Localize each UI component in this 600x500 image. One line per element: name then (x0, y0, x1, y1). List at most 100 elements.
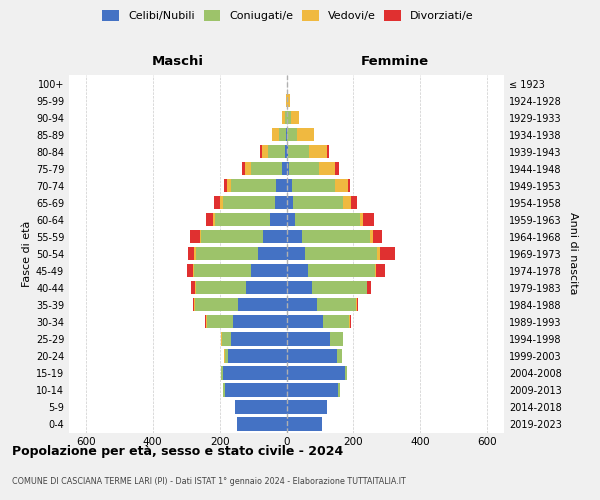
Bar (335, 162, 339, 175)
Bar (258, 247, 287, 260)
Bar (247, 281, 287, 294)
Bar (223, 366, 287, 380)
Bar (287, 111, 290, 124)
Bar (287, 213, 295, 226)
Bar (263, 230, 287, 243)
Bar (285, 145, 287, 158)
Bar (349, 315, 350, 328)
Bar (193, 298, 194, 312)
Bar (373, 230, 382, 243)
Y-axis label: Anni di nascita: Anni di nascita (568, 212, 578, 295)
Bar (233, 315, 287, 328)
Bar (260, 145, 262, 158)
Bar (228, 350, 287, 362)
Bar (287, 281, 311, 294)
Bar (286, 128, 287, 141)
Bar (335, 179, 348, 192)
Bar (194, 247, 196, 260)
Bar (305, 247, 377, 260)
Bar (275, 196, 287, 209)
Bar (268, 145, 285, 158)
Bar (223, 384, 224, 396)
Bar (356, 298, 357, 312)
Bar (287, 230, 302, 243)
Bar (222, 332, 231, 345)
Bar (360, 213, 364, 226)
Bar (227, 179, 231, 192)
Bar (220, 196, 223, 209)
Bar (364, 213, 373, 226)
Bar (187, 264, 193, 278)
Bar (194, 298, 195, 312)
Bar (287, 162, 289, 175)
Text: Popolazione per età, sesso e stato civile - 2024: Popolazione per età, sesso e stato civil… (12, 445, 343, 458)
Bar (191, 281, 196, 294)
Bar (380, 247, 395, 260)
Bar (224, 384, 287, 396)
Y-axis label: Fasce di età: Fasce di età (22, 220, 32, 287)
Bar (330, 332, 343, 345)
Bar (287, 332, 330, 345)
Bar (215, 213, 270, 226)
Bar (337, 350, 342, 362)
Bar (293, 196, 343, 209)
Bar (343, 196, 351, 209)
Bar (287, 298, 317, 312)
Bar (221, 332, 222, 345)
Bar (287, 264, 308, 278)
Bar (287, 145, 288, 158)
Bar (196, 247, 258, 260)
Bar (345, 366, 347, 380)
Bar (287, 179, 292, 192)
Bar (376, 264, 385, 278)
Bar (238, 298, 287, 312)
Bar (277, 179, 287, 192)
Bar (357, 298, 358, 312)
Bar (285, 111, 287, 124)
Bar (317, 298, 356, 312)
Bar (287, 418, 322, 430)
Bar (206, 213, 213, 226)
Bar (338, 384, 340, 396)
Bar (224, 350, 228, 362)
Bar (270, 213, 287, 226)
Bar (309, 145, 328, 158)
Bar (287, 247, 305, 260)
Bar (295, 213, 360, 226)
Bar (283, 162, 287, 175)
Bar (188, 247, 194, 260)
Bar (196, 281, 247, 294)
Bar (193, 264, 194, 278)
Bar (287, 350, 337, 362)
Bar (224, 179, 227, 192)
Bar (328, 145, 329, 158)
Bar (190, 230, 199, 243)
Bar (214, 196, 220, 209)
Bar (350, 315, 351, 328)
Bar (287, 128, 297, 141)
Bar (207, 315, 233, 328)
Bar (231, 332, 287, 345)
Bar (194, 264, 251, 278)
Text: Femmine: Femmine (361, 55, 430, 68)
Bar (290, 111, 299, 124)
Bar (287, 94, 290, 107)
Bar (199, 230, 201, 243)
Bar (282, 111, 285, 124)
Bar (231, 179, 277, 192)
Bar (302, 230, 370, 243)
Bar (287, 196, 293, 209)
Bar (287, 384, 338, 396)
Bar (223, 196, 275, 209)
Bar (251, 264, 287, 278)
Bar (367, 281, 371, 294)
Bar (287, 366, 345, 380)
Bar (235, 400, 287, 413)
Legend: Celibi/Nubili, Coniugati/e, Vedovi/e, Divorziati/e: Celibi/Nubili, Coniugati/e, Vedovi/e, Di… (98, 6, 478, 26)
Bar (287, 400, 326, 413)
Bar (288, 145, 309, 158)
Bar (279, 128, 286, 141)
Bar (272, 128, 279, 141)
Bar (374, 264, 376, 278)
Bar (213, 213, 215, 226)
